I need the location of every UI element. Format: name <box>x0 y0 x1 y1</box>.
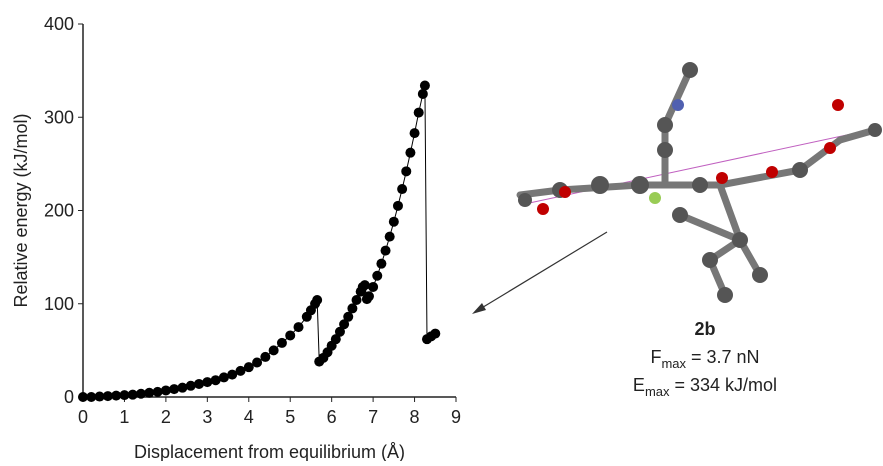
annotation-rest: = 334 kJ/mol <box>670 375 778 395</box>
data-point <box>202 377 212 387</box>
x-tick-label: 2 <box>161 407 171 427</box>
annotation-main: F <box>650 347 661 367</box>
data-point <box>418 89 428 99</box>
data-point <box>364 291 374 301</box>
x-tick-label: 9 <box>451 407 461 427</box>
y-tick-label: 100 <box>44 294 74 314</box>
data-point <box>420 81 430 91</box>
annotation-sub: max <box>661 356 686 371</box>
data-point <box>177 383 187 393</box>
x-tick-label: 8 <box>410 407 420 427</box>
data-point <box>186 381 196 391</box>
data-point <box>405 148 415 158</box>
molecule <box>518 62 882 303</box>
y-tick-label: 300 <box>44 107 74 127</box>
x-tick-label: 6 <box>327 407 337 427</box>
data-point <box>385 232 395 242</box>
series-line <box>83 86 435 397</box>
data-point <box>194 379 204 389</box>
data-point <box>294 322 304 332</box>
annotation-label: 2b <box>694 319 715 339</box>
data-point <box>389 217 399 227</box>
data-point <box>376 259 386 269</box>
annotation-sub: max <box>645 384 670 399</box>
annotation-line: Emax = 334 kJ/mol <box>633 375 777 399</box>
data-point <box>312 295 322 305</box>
x-tick-label: 5 <box>285 407 295 427</box>
y-tick-label: 400 <box>44 14 74 34</box>
data-point <box>277 338 287 348</box>
annotation-main: E <box>633 375 645 395</box>
annotation-rest: = 3.7 nN <box>686 347 760 367</box>
x-tick-label: 1 <box>119 407 129 427</box>
y-tick-label: 0 <box>64 387 74 407</box>
data-point <box>381 246 391 256</box>
arrow-head <box>472 303 486 314</box>
x-tick-label: 7 <box>368 407 378 427</box>
chart: 0 100 200 300 400 0 1 2 3 4 5 6 7 8 9 Displacement from… <box>0 0 883 461</box>
data-point <box>414 108 424 118</box>
data-point <box>372 271 382 281</box>
data-point <box>360 280 370 290</box>
x-tick-label: 3 <box>202 407 212 427</box>
data-point <box>368 282 378 292</box>
x-tick-label: 0 <box>78 407 88 427</box>
data-point <box>430 329 440 339</box>
data-point <box>393 201 403 211</box>
data-point <box>252 357 262 367</box>
y-tick-label: 200 <box>44 201 74 221</box>
x-tick-label: 4 <box>244 407 254 427</box>
y-axis-label: Relative energy (kJ/mol) <box>11 113 31 307</box>
data-point <box>260 352 270 362</box>
arrow <box>475 232 607 312</box>
annotation-line: Fmax = 3.7 nN <box>650 347 759 371</box>
data-point <box>285 330 295 340</box>
data-point <box>397 184 407 194</box>
data-point <box>401 166 411 176</box>
data-point <box>410 128 420 138</box>
x-axis-label: Displacement from equilibrium (Å) <box>134 442 405 461</box>
data-point <box>269 345 279 355</box>
